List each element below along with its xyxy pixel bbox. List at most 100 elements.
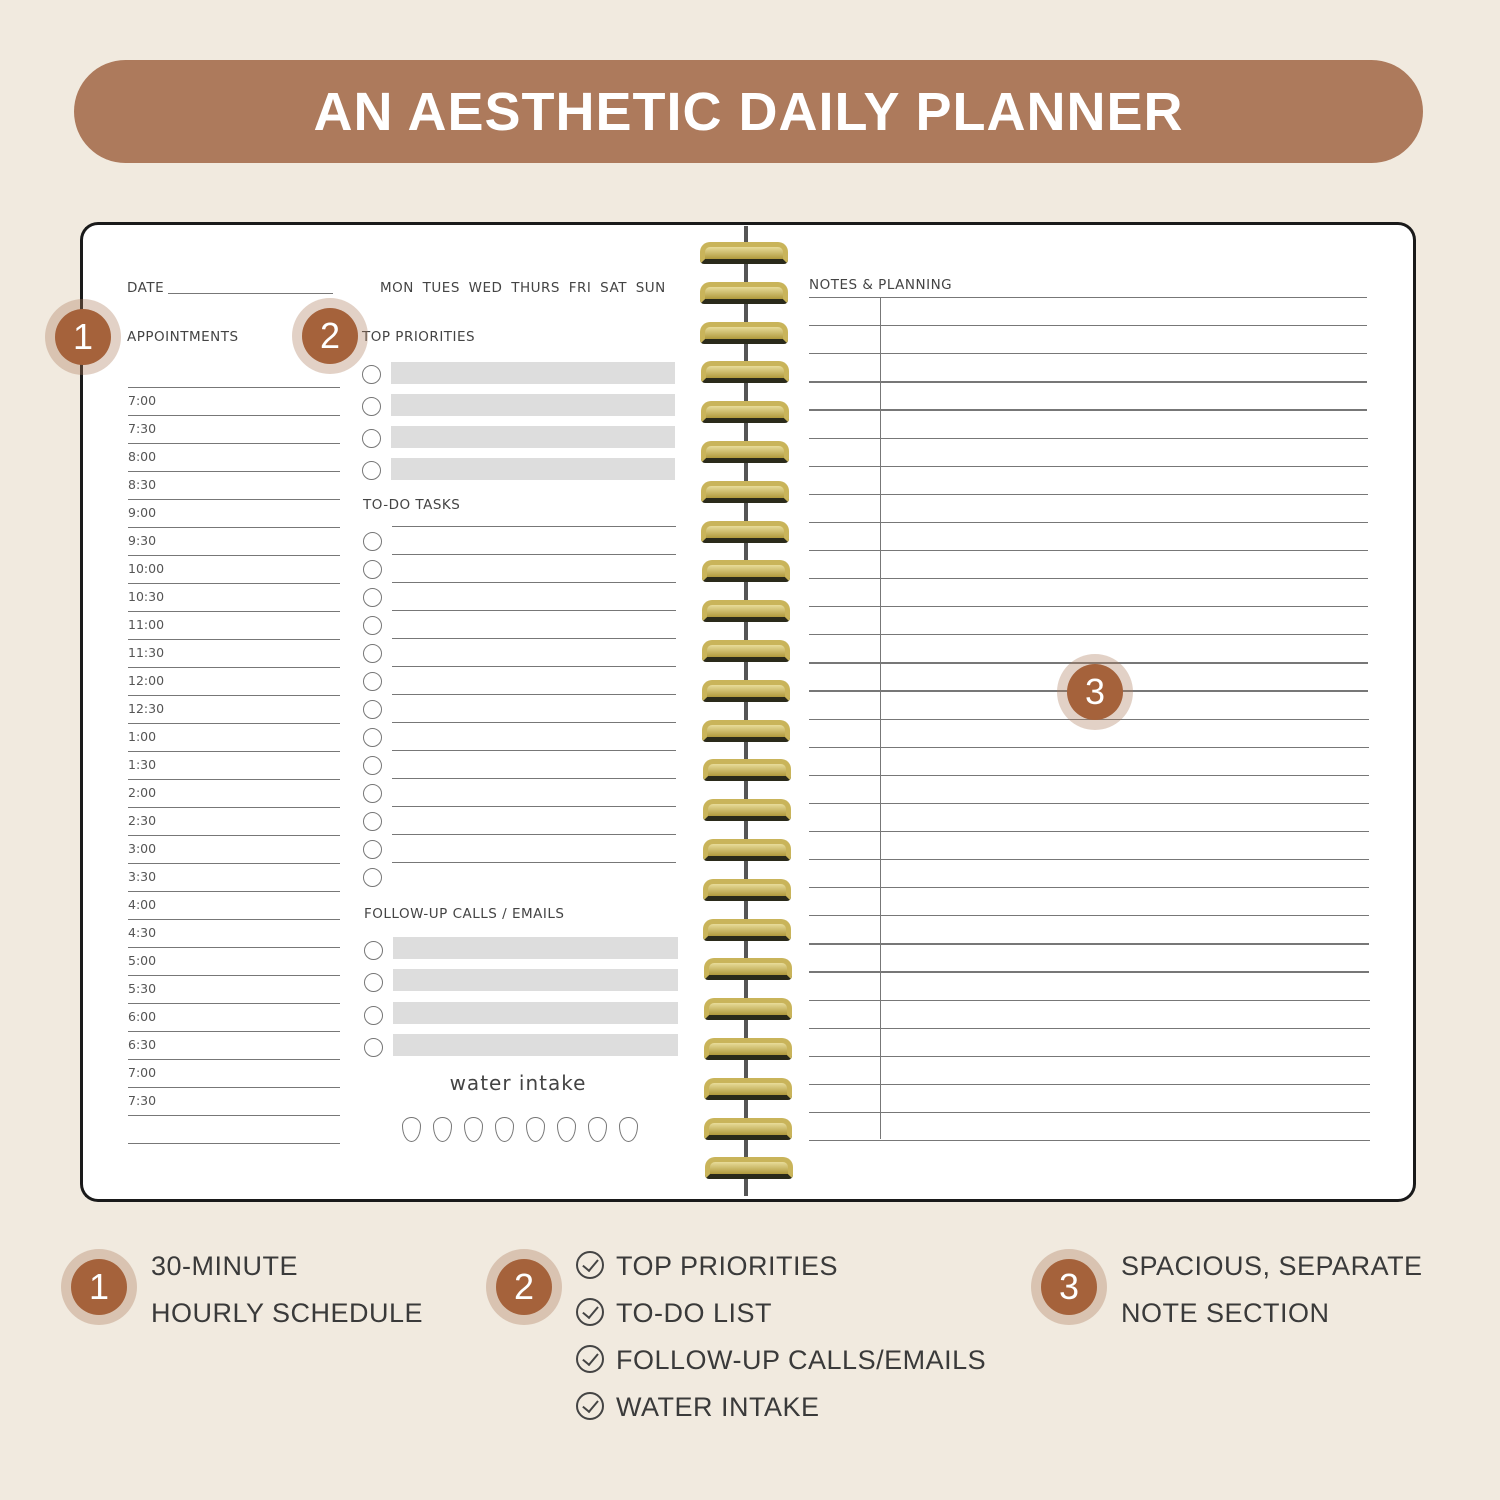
water-drop-icon xyxy=(495,1117,514,1142)
priority-checkbox xyxy=(362,397,381,416)
spiral-ring xyxy=(701,520,790,543)
water-drop-icon xyxy=(557,1117,576,1142)
time-slot: 10:00 xyxy=(128,561,165,576)
followup-field xyxy=(393,1001,678,1024)
time-slot: 11:30 xyxy=(128,645,165,660)
todo-checkbox xyxy=(363,560,382,579)
todo-line xyxy=(392,666,676,668)
appointment-line xyxy=(128,695,340,697)
water-intake-label: water intake xyxy=(449,1071,587,1095)
todo-line xyxy=(392,722,676,724)
feature-2-text: WATER INTAKE xyxy=(616,1392,820,1422)
feature-2-text: TO-DO LIST xyxy=(616,1298,773,1328)
date-label: DATE xyxy=(127,280,165,296)
badge-number: 2 xyxy=(302,308,358,364)
notes-line xyxy=(809,859,1369,861)
spiral-ring xyxy=(700,401,789,424)
notes-line xyxy=(809,465,1368,467)
feature-2-list: TOP PRIORITIES TO-DO LIST FOLLOW-UP CALL… xyxy=(576,1243,986,1431)
appointment-line xyxy=(128,1059,340,1061)
spiral-ring xyxy=(702,640,790,662)
water-drop-icon xyxy=(526,1117,545,1142)
feature-3: SPACIOUS, SEPARATE NOTE SECTION xyxy=(1121,1243,1423,1337)
followup-field xyxy=(393,969,678,992)
todo-line xyxy=(392,834,676,836)
spiral-ring xyxy=(701,480,790,503)
feature-badge-2: 2 xyxy=(486,1249,562,1325)
notes-line xyxy=(809,325,1368,327)
appointment-line xyxy=(128,667,340,669)
water-drop-icon xyxy=(464,1117,483,1142)
water-drop-icon xyxy=(402,1117,421,1142)
badge-number: 2 xyxy=(496,1259,552,1315)
notes-line xyxy=(809,437,1368,439)
spiral-ring xyxy=(701,600,790,623)
todo-line xyxy=(392,750,676,752)
notes-line xyxy=(809,999,1370,1001)
spiral-ring xyxy=(700,242,788,264)
time-slot: 4:00 xyxy=(128,897,157,912)
notes-line xyxy=(809,887,1370,889)
spiral-ring xyxy=(702,679,791,702)
spiral-ring xyxy=(702,759,791,782)
todo-line xyxy=(392,638,676,640)
todo-checkbox xyxy=(363,672,382,691)
followup-field xyxy=(393,1033,678,1056)
appointments-label: APPOINTMENTS xyxy=(127,329,239,345)
feature-1-line: HOURLY SCHEDULE xyxy=(151,1298,424,1328)
priority-checkbox xyxy=(362,429,381,448)
notes-line xyxy=(809,521,1368,524)
time-slot: 8:30 xyxy=(128,477,157,492)
feature-2-item: FOLLOW-UP CALLS/EMAILS xyxy=(576,1337,986,1384)
time-slot: 9:30 xyxy=(128,533,157,548)
todo-label: TO-DO TASKS xyxy=(363,497,461,513)
feature-1: 30-MINUTE HOURLY SCHEDULE xyxy=(151,1243,423,1337)
appointment-line xyxy=(128,779,340,781)
followup-label: FOLLOW-UP CALLS / EMAILS xyxy=(364,906,565,922)
feature-3-line: NOTE SECTION xyxy=(1121,1298,1330,1328)
spiral-ring xyxy=(701,560,790,583)
feature-2-text: FOLLOW-UP CALLS/EMAILS xyxy=(616,1345,987,1375)
appointment-line xyxy=(128,639,340,641)
appointment-line xyxy=(128,975,340,977)
time-slot: 1:30 xyxy=(128,757,157,772)
appointment-line xyxy=(128,835,340,837)
todo-line xyxy=(392,806,676,808)
notes-line xyxy=(809,353,1368,355)
todo-checkbox xyxy=(363,644,382,663)
notes-line xyxy=(809,409,1368,411)
priority-field xyxy=(391,362,675,384)
appointment-line xyxy=(128,1143,340,1145)
todo-line xyxy=(392,554,676,556)
time-slot: 1:00 xyxy=(128,729,157,744)
spiral-ring xyxy=(703,839,791,861)
time-slot: 5:30 xyxy=(128,981,157,996)
title-banner: AN AESTHETIC DAILY PLANNER xyxy=(74,60,1423,163)
appointment-line xyxy=(128,1115,340,1117)
todo-line xyxy=(392,610,676,612)
appointment-line xyxy=(128,387,340,389)
appointment-line xyxy=(128,443,340,445)
appointment-line xyxy=(128,1087,340,1089)
appointment-line xyxy=(128,723,340,725)
time-slot: 6:30 xyxy=(128,1037,157,1052)
todo-line xyxy=(392,778,676,780)
notes-line xyxy=(809,1055,1370,1057)
feature-badge-3: 3 xyxy=(1031,1249,1107,1325)
time-slot: 2:30 xyxy=(128,813,157,828)
priority-field xyxy=(391,458,675,480)
notes-line xyxy=(809,774,1369,776)
todo-line xyxy=(392,694,676,696)
appointment-line xyxy=(128,919,340,921)
spiral-ring xyxy=(703,958,792,981)
notes-line xyxy=(809,830,1369,833)
appointment-line xyxy=(128,611,340,613)
followup-checkbox xyxy=(364,1037,383,1057)
priority-field xyxy=(391,394,675,416)
notes-line xyxy=(809,1027,1370,1029)
spiral-ring xyxy=(703,998,792,1021)
notes-line xyxy=(809,943,1370,945)
top-priorities-label: TOP PRIORITIES xyxy=(362,329,476,345)
time-slot: 7:00 xyxy=(128,393,157,408)
todo-checkbox xyxy=(363,616,382,635)
